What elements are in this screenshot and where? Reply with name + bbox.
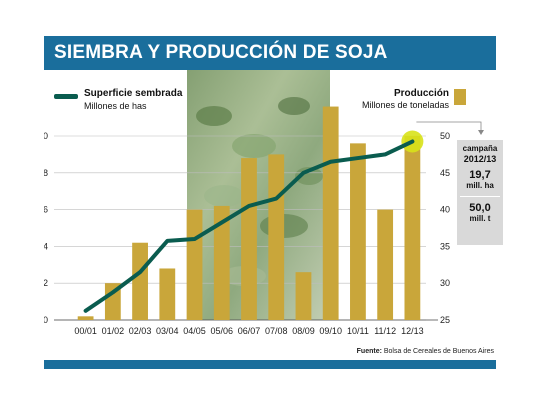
callout-value-production: 50,0 (469, 202, 491, 214)
x-tick-label: 01/02 (102, 326, 125, 336)
x-tick-label: 12/13 (401, 326, 424, 336)
source-note: Fuente: Bolsa de Cereales de Buenos Aire… (357, 348, 494, 355)
surface-point (274, 197, 278, 201)
left-tick-label: 18 (44, 168, 48, 178)
production-bar (132, 242, 148, 320)
x-axis-ticks: 00/01 01/02 02/03 03/04 04/05 05/06 06/07 07/08… (74, 326, 423, 336)
surface-point (193, 237, 197, 241)
legend-line-name: Superficie sembrada (84, 88, 183, 99)
right-tick-label: 30 (440, 278, 450, 288)
infographic-frame: SIEMBRA Y PRODUCCIÓN DE SOJA 10 12 14 16 18 2… (44, 36, 496, 369)
x-tick-label: 07/08 (265, 326, 288, 336)
x-tick-label: 09/10 (319, 326, 342, 336)
x-tick-label: 03/04 (156, 326, 179, 336)
left-axis-ticks: 10 12 14 16 18 20 (44, 131, 48, 325)
callout-arrow (478, 130, 484, 135)
surface-point (165, 239, 169, 243)
surface-point (247, 204, 251, 208)
x-tick-label: 05/06 (211, 326, 234, 336)
production-bar (241, 158, 257, 320)
callout-line (416, 121, 482, 132)
production-bar (159, 268, 176, 320)
legend-line-swatch (54, 94, 78, 99)
soybean-plant-photo (187, 70, 330, 320)
right-tick-label: 40 (440, 205, 450, 215)
surface-point (138, 270, 142, 274)
x-tick-label: 08/09 (292, 326, 315, 336)
source-text: Bolsa de Cereales de Buenos Aires (383, 348, 494, 355)
legend-bar-unit: Millones de toneladas (361, 100, 449, 110)
x-tick-label: 11/12 (374, 326, 396, 336)
surface-point (329, 160, 333, 164)
x-tick-label: 06/07 (238, 326, 261, 336)
x-tick-label: 10/11 (347, 326, 369, 336)
right-tick-label: 50 (440, 131, 450, 141)
surface-point (111, 290, 115, 294)
production-bar (104, 283, 121, 320)
chart-title: SIEMBRA Y PRODUCCIÓN DE SOJA (44, 36, 496, 70)
surface-point (356, 156, 360, 160)
left-tick-label: 16 (44, 205, 48, 215)
legend-bar-name: Producción (393, 88, 449, 99)
surface-point (410, 140, 414, 144)
chart-canvas: 10 12 14 16 18 20 25 30 35 40 45 50 00/01 01/02 02/0… (44, 70, 484, 336)
x-tick-label: 02/03 (129, 326, 152, 336)
left-tick-label: 20 (44, 131, 48, 141)
x-tick-label: 00/01 (74, 326, 97, 336)
production-bar (322, 106, 339, 320)
callout-label-2: 2012/13 (463, 154, 497, 164)
callout-divider (460, 196, 500, 197)
callout-value-surface: 19,7 (469, 169, 491, 181)
left-tick-label: 12 (44, 278, 48, 288)
production-bar (77, 316, 94, 320)
production-bar (350, 143, 366, 320)
surface-line-layer (83, 130, 424, 313)
callout-unit-production: mill. t (469, 214, 491, 223)
legend-line-unit: Millones de has (84, 101, 147, 111)
right-axis-ticks: 25 30 35 40 45 50 (440, 131, 450, 325)
legend-bar-swatch (454, 89, 466, 105)
callout-connector (416, 121, 484, 135)
x-tick-label: 04/05 (183, 326, 206, 336)
surface-point (301, 171, 305, 175)
right-tick-label: 25 (440, 315, 450, 325)
surface-point (84, 309, 88, 313)
bottom-bar (44, 360, 496, 369)
source-label: Fuente: (356, 348, 382, 355)
production-bar (295, 272, 312, 320)
right-tick-label: 35 (440, 241, 450, 251)
production-bar (213, 205, 230, 320)
production-bar (268, 154, 285, 320)
surface-point (220, 220, 224, 224)
callout-panel: campaña 2012/13 19,7 mill. ha 50,0 mill.… (457, 140, 503, 245)
left-tick-label: 10 (44, 315, 48, 325)
surface-point (383, 152, 387, 156)
production-bar (404, 136, 421, 320)
legend-production: Producción Millones de toneladas (362, 88, 449, 110)
right-tick-label: 45 (440, 168, 450, 178)
production-bar (186, 209, 203, 320)
callout-unit-surface: mill. ha (466, 181, 494, 190)
left-tick-label: 14 (44, 241, 48, 251)
production-bar (377, 209, 394, 320)
callout-label-1: campaña (462, 144, 498, 153)
